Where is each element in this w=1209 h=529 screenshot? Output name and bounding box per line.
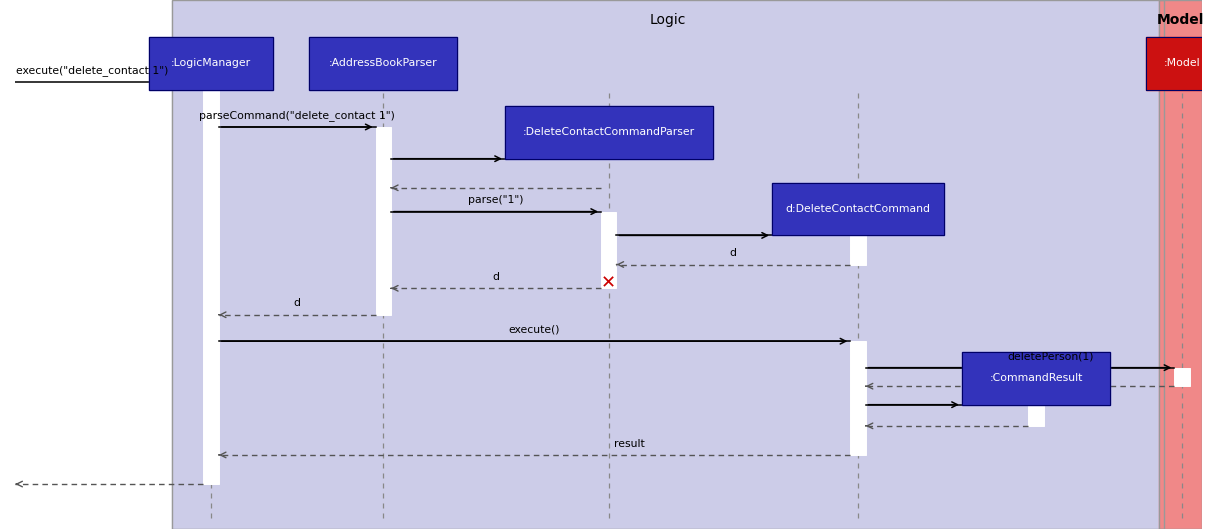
Bar [850,235,866,264]
Bar [1159,0,1202,529]
Text: :LogicManager: :LogicManager [170,59,251,68]
Bar [505,106,712,159]
Text: parseCommand("delete_contact 1"): parseCommand("delete_contact 1") [199,110,395,121]
Bar [1174,368,1190,386]
Bar [172,0,1164,529]
Text: d: d [294,298,301,308]
Bar [1159,0,1202,529]
Text: Logic: Logic [650,13,687,27]
Text: d: d [730,248,736,258]
Text: deletePerson(1): deletePerson(1) [1007,351,1094,361]
Text: :CommandResult: :CommandResult [989,373,1083,383]
Text: parse("1"): parse("1") [468,195,523,205]
Text: execute("delete_contact 1"): execute("delete_contact 1") [16,65,168,76]
Bar [1146,37,1209,90]
Bar [962,352,1110,405]
Bar [310,37,457,90]
Bar [149,37,273,90]
Text: :AddressBookParser: :AddressBookParser [329,59,438,68]
Bar [962,352,1110,405]
Text: d: d [492,272,499,282]
Bar [376,127,391,315]
Text: ✕: ✕ [601,274,617,292]
Text: Model: Model [1157,13,1204,27]
Bar [850,341,866,455]
Text: :Model: :Model [1164,59,1201,68]
Bar [172,0,1164,529]
Text: :DeleteContactCommandParser: :DeleteContactCommandParser [522,127,695,137]
Bar [771,183,944,235]
Text: execute(): execute() [509,325,560,335]
Bar [601,212,617,288]
Text: d:DeleteContactCommand: d:DeleteContactCommand [786,204,931,214]
Bar [771,183,944,235]
Bar [310,37,457,90]
Text: result: result [614,439,644,449]
Bar [1146,37,1209,90]
Bar [505,106,712,159]
Bar [149,37,273,90]
Bar [1029,405,1043,426]
Bar [203,82,219,484]
